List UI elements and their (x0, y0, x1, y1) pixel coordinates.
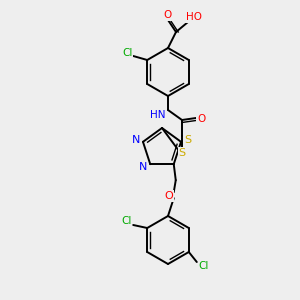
Text: O: O (164, 191, 173, 201)
Text: Cl: Cl (121, 216, 131, 226)
Text: Cl: Cl (199, 261, 209, 271)
Text: HN: HN (150, 110, 166, 120)
Text: S: S (184, 135, 192, 145)
Text: O: O (164, 10, 172, 20)
Text: S: S (178, 148, 186, 158)
Text: Cl: Cl (122, 48, 132, 58)
Text: O: O (197, 114, 205, 124)
Text: HO: HO (186, 12, 202, 22)
Text: N: N (132, 135, 140, 145)
Text: N: N (139, 162, 147, 172)
